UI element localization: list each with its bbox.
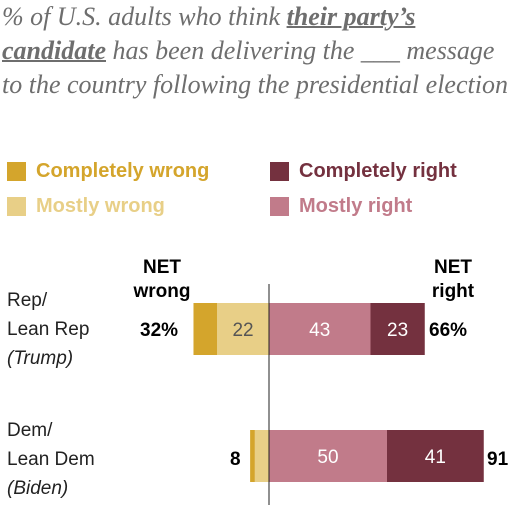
title-part1: % of U.S. adults who think bbox=[2, 2, 287, 31]
row-label-rep: Rep/ Lean Rep (Trump) bbox=[7, 286, 89, 373]
net-right-value-rep: 66% bbox=[429, 320, 468, 341]
bar-mostly-right-row1 bbox=[269, 430, 387, 482]
bar-completely-wrong-row0 bbox=[193, 303, 218, 355]
title-highlight: their party’s candidate bbox=[2, 2, 416, 65]
net-right-header-line1: NET bbox=[434, 257, 472, 278]
net-wrong-value-rep: 32% bbox=[140, 320, 179, 341]
bar-mostly-wrong-row0 bbox=[217, 303, 269, 355]
bar-label-mostly-wrong-row0: 22 bbox=[232, 320, 253, 341]
net-right-header: NET right bbox=[413, 256, 493, 304]
bar-label-completely-right-row1: 41 bbox=[425, 447, 446, 468]
bar-completely-wrong-row1 bbox=[250, 430, 255, 482]
net-wrong-value-dem: 8 bbox=[230, 449, 241, 470]
legend-swatch-mostly-right bbox=[270, 196, 289, 216]
row-label-dem-line2: Lean Dem bbox=[7, 449, 95, 470]
chart-title: % of U.S. adults who think their party’s… bbox=[2, 0, 514, 102]
net-right-header-line2: right bbox=[431, 281, 475, 302]
bar-label-mostly-right-row0: 43 bbox=[309, 320, 330, 341]
legend-mostly-wrong: Mostly wrong bbox=[7, 194, 165, 218]
row-label-rep-line2: Lean Rep bbox=[7, 319, 90, 340]
legend-label-completely-wrong: Completely wrong bbox=[36, 160, 210, 182]
legend-swatch-completely-wrong bbox=[7, 161, 26, 181]
legend-completely-wrong: Completely wrong bbox=[7, 159, 209, 183]
bar-completely-right-row0 bbox=[370, 303, 425, 355]
bar-completely-right-row1 bbox=[387, 430, 484, 482]
legend-label-mostly-wrong: Mostly wrong bbox=[36, 195, 165, 217]
legend-label-completely-right: Completely right bbox=[299, 160, 457, 182]
row-label-dem-line3: (Biden) bbox=[7, 478, 69, 499]
legend-swatch-mostly-wrong bbox=[7, 196, 26, 216]
row-label-rep-line3: (Trump) bbox=[7, 348, 74, 369]
bar-mostly-wrong-row1 bbox=[254, 430, 269, 482]
bar-label-completely-right-row0: 23 bbox=[387, 320, 408, 341]
net-right-value-dem: 91 bbox=[487, 449, 509, 470]
net-wrong-header-line1: NET bbox=[143, 257, 181, 278]
bar-label-mostly-right-row1: 50 bbox=[317, 447, 338, 468]
net-wrong-header: NET wrong bbox=[122, 256, 202, 304]
title-part2: has been delivering the ___ message to t… bbox=[2, 36, 508, 99]
row-label-dem: Dem/ Lean Dem (Biden) bbox=[7, 416, 95, 503]
bar-mostly-right-row0 bbox=[269, 303, 371, 355]
legend-swatch-completely-right bbox=[270, 161, 289, 181]
legend-completely-right: Completely right bbox=[270, 159, 457, 183]
net-wrong-header-line2: wrong bbox=[133, 281, 191, 302]
legend-mostly-right: Mostly right bbox=[270, 194, 412, 218]
legend-label-mostly-right: Mostly right bbox=[299, 195, 413, 217]
row-label-rep-line1: Rep/ bbox=[7, 290, 48, 311]
row-label-dem-line1: Dem/ bbox=[7, 420, 53, 441]
